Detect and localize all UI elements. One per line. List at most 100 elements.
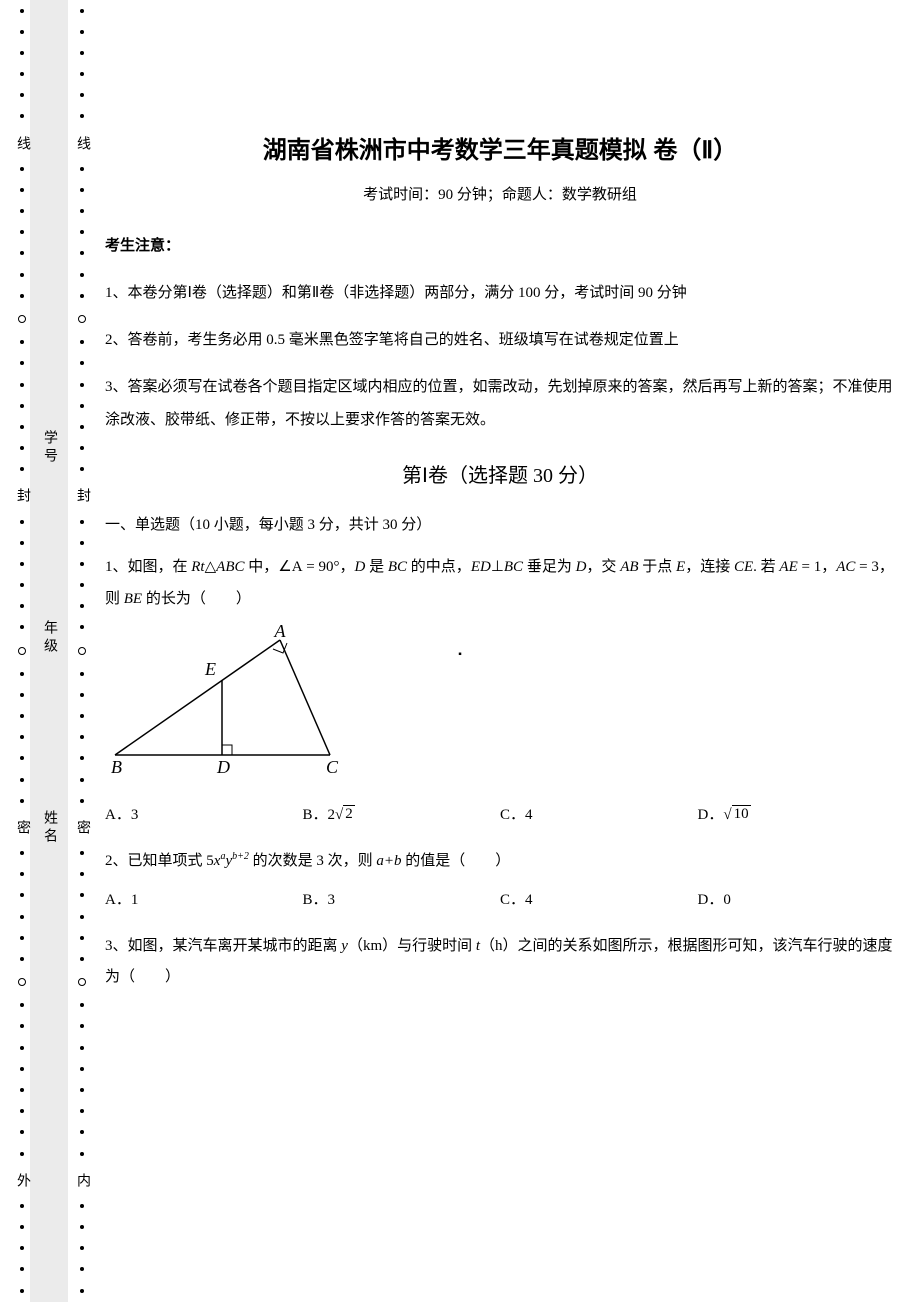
binding-dot xyxy=(20,1046,24,1050)
binding-circle xyxy=(78,315,86,323)
binding-dot xyxy=(80,209,84,213)
binding-dot xyxy=(80,9,84,13)
binding-dot xyxy=(20,735,24,739)
subsection-1: 一、单选题（10 小题，每小题 3 分，共计 30 分） xyxy=(105,513,895,534)
binding-dot xyxy=(80,51,84,55)
binding-dot xyxy=(20,604,24,608)
binding-dot xyxy=(20,467,24,471)
label-xuehao: 学号 xyxy=(39,430,59,466)
binding-dot xyxy=(80,114,84,118)
label-A: A xyxy=(274,625,287,641)
binding-dot xyxy=(20,1067,24,1071)
binding-dot xyxy=(80,799,84,803)
notice-3: 3、答案必须写在试卷各个题目指定区域内相应的位置，如需改动，先划掉原来的答案，然… xyxy=(105,371,895,437)
binding-dot xyxy=(20,446,24,450)
q2-options: A．1 B．3 C．4 D．0 xyxy=(105,888,895,909)
binding-dot xyxy=(80,1152,84,1156)
binding-char: 密 xyxy=(75,820,89,834)
binding-dot xyxy=(80,625,84,629)
q1-abc: ABC xyxy=(216,559,244,575)
binding-dot xyxy=(80,446,84,450)
q1-optC: C．4 xyxy=(500,803,698,824)
question-1: 1、如图，在 Rt△ABC 中，∠A = 90°，D 是 BC 的中点，ED⊥B… xyxy=(105,552,895,615)
binding-dot xyxy=(20,30,24,34)
binding-dot xyxy=(20,188,24,192)
page-title: 湖南省株洲市中考数学三年真题模拟 卷（Ⅱ） xyxy=(105,130,895,165)
binding-char: 封 xyxy=(15,488,29,502)
binding-dot xyxy=(20,1130,24,1134)
binding-dot xyxy=(20,383,24,387)
binding-char: 线 xyxy=(15,136,29,150)
binding-dot xyxy=(20,672,24,676)
binding-dot xyxy=(80,1204,84,1208)
binding-dot xyxy=(80,273,84,277)
label-D: D xyxy=(216,757,230,777)
binding-dot xyxy=(20,93,24,97)
binding-dot xyxy=(20,893,24,897)
binding-dot xyxy=(80,893,84,897)
q1-figure: A B C D E xyxy=(105,625,895,785)
binding-dot xyxy=(20,872,24,876)
binding-dot xyxy=(20,340,24,344)
binding-dot xyxy=(20,404,24,408)
label-E: E xyxy=(204,659,216,679)
q1-prefix: 1、如图，在 xyxy=(105,559,191,575)
q1-d: D xyxy=(355,559,366,575)
binding-dot xyxy=(20,1003,24,1007)
binding-char: 线 xyxy=(75,136,89,150)
q1-anglea: ∠A xyxy=(278,559,302,575)
binding-dot xyxy=(20,1267,24,1271)
main-content: 湖南省株洲市中考数学三年真题模拟 卷（Ⅱ） 考试时间：90 分钟；命题人：数学教… xyxy=(105,130,895,1004)
binding-dot xyxy=(80,520,84,524)
outer-dotted-column: 线封密外 xyxy=(12,0,32,1302)
binding-dot xyxy=(80,1225,84,1229)
binding-dot xyxy=(80,541,84,545)
binding-dot xyxy=(80,604,84,608)
binding-circle xyxy=(18,647,26,655)
q1-m6: 于点 xyxy=(639,559,677,575)
q1-tri: △ xyxy=(205,559,217,575)
binding-dot xyxy=(20,693,24,697)
q1-eq90: = 90°， xyxy=(303,559,355,575)
binding-dot xyxy=(80,72,84,76)
q1-m8: . 若 xyxy=(753,559,779,575)
binding-dot xyxy=(80,1130,84,1134)
binding-dot xyxy=(80,915,84,919)
question-2: 2、已知单项式 5xayb+2 的次数是 3 次，则 a+b 的值是（ ） xyxy=(105,846,895,878)
q1-m5: ，交 xyxy=(586,559,620,575)
label-B: B xyxy=(111,757,122,777)
q1-ed: ED xyxy=(471,559,491,575)
q1-ac: AC xyxy=(836,559,855,575)
inner-dotted-column: 线封密内 xyxy=(72,0,92,1302)
q1-bc2: BC xyxy=(504,559,523,575)
binding-dot xyxy=(80,467,84,471)
binding-dot xyxy=(80,735,84,739)
binding-dot xyxy=(20,114,24,118)
q1-optA: A．3 xyxy=(105,803,303,824)
binding-dot xyxy=(80,167,84,171)
binding-dot xyxy=(20,583,24,587)
q2-optA: A．1 xyxy=(105,888,303,909)
binding-dot xyxy=(20,361,24,365)
binding-dot xyxy=(20,562,24,566)
binding-dot xyxy=(20,756,24,760)
binding-dot xyxy=(80,672,84,676)
binding-dot xyxy=(80,340,84,344)
q1-ab: AB xyxy=(620,559,638,575)
binding-dot xyxy=(20,51,24,55)
binding-dot xyxy=(20,209,24,213)
q1-ae1: AE xyxy=(779,559,797,575)
binding-dot xyxy=(20,851,24,855)
notice-2: 2、答卷前，考生务必用 0.5 毫米黑色签字笔将自己的姓名、班级填写在试卷规定位… xyxy=(105,324,895,357)
binding-dot xyxy=(80,778,84,782)
binding-dot xyxy=(20,72,24,76)
binding-char: 外 xyxy=(15,1173,29,1187)
q2-optB: B．3 xyxy=(303,888,501,909)
binding-dot xyxy=(20,167,24,171)
binding-dot xyxy=(80,1046,84,1050)
binding-dot xyxy=(20,273,24,277)
q1-optB: B．2√2 xyxy=(303,803,501,824)
q1-m1: 中， xyxy=(245,559,279,575)
q2-optD: D．0 xyxy=(698,888,896,909)
binding-dot xyxy=(80,404,84,408)
